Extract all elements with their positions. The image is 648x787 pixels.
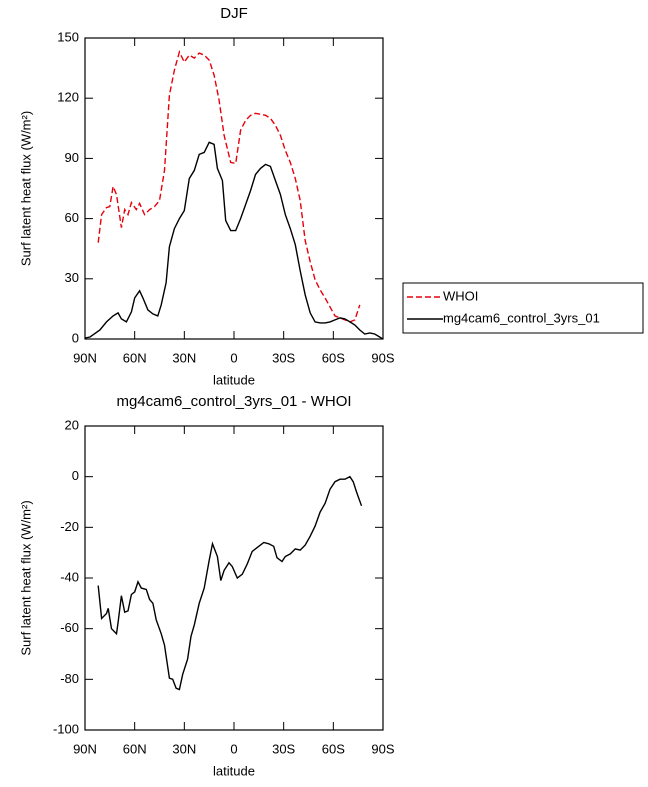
data-line [97,475,363,691]
y-tick-label: 120 [57,90,79,105]
y-tick-label: -80 [60,671,79,686]
x-tick-label: 0 [230,350,237,365]
y-tick-label: -20 [60,519,79,534]
x-tick-label: 90N [73,741,97,756]
y-tick-label: 150 [57,29,79,44]
y-tick-label: 30 [65,270,79,285]
x-tick-label: 0 [230,741,237,756]
plot-frame [84,37,384,340]
y-tick-label: -100 [53,721,79,736]
x-tick-label: 30S [272,741,295,756]
x-tick-label: 60N [123,350,147,365]
chart-title: mg4cam6_control_3yrs_01 - WHOI [116,393,351,410]
chart-title: DJF [220,5,248,22]
x-tick-label: 30N [172,350,196,365]
data-line [97,50,361,323]
legend-box [402,282,644,334]
x-axis-label: latitude [213,372,255,387]
x-tick-label: 60S [322,741,345,756]
y-axis-label: Surf latent heat flux (W/m²) [18,111,33,266]
y-tick-label: -40 [60,569,79,584]
x-tick-label: 90N [73,350,97,365]
x-tick-label: 90S [371,741,394,756]
x-tick-label: 60N [123,741,147,756]
y-tick-label: 0 [72,468,79,483]
y-tick-label: 60 [65,210,79,225]
legend-label: WHOI [443,288,478,303]
x-tick-label: 30N [172,741,196,756]
plot-frame [84,425,384,731]
x-tick-label: 60S [322,350,345,365]
y-tick-label: 0 [72,330,79,345]
y-tick-label: 20 [65,417,79,432]
x-tick-label: 30S [272,350,295,365]
y-tick-label: 90 [65,150,79,165]
data-line [84,141,384,340]
x-axis-label: latitude [213,763,255,778]
x-tick-label: 90S [371,350,394,365]
y-axis-label: Surf latent heat flux (W/m²) [18,500,33,655]
legend-label: mg4cam6_control_3yrs_01 [443,310,600,325]
y-tick-label: -60 [60,620,79,635]
